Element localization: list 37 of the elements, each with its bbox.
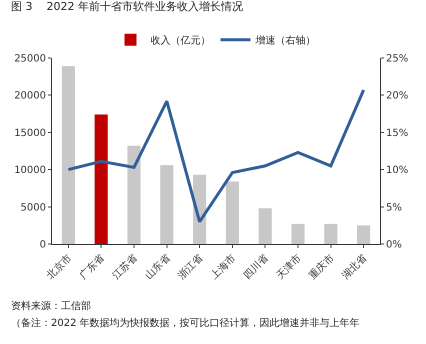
x-tick-label: 天津市 xyxy=(274,252,304,282)
text: 资料来源：工信部 xyxy=(11,300,91,312)
y-tick-label: 5000 xyxy=(20,202,46,214)
y2-tick-label: 0% xyxy=(386,240,402,250)
y-tick-label: 10000 xyxy=(14,165,46,176)
bar xyxy=(94,114,108,244)
text: （备注：2022 年数据均为快报数据，按可比口径计算，因此增速并非与上年年 xyxy=(11,317,360,329)
x-tick-label: 浙江省 xyxy=(176,252,206,282)
y-tick-label: 15000 xyxy=(14,128,46,139)
bar xyxy=(226,182,239,244)
y2-tick-label: 5% xyxy=(386,202,402,214)
x-tick-label: 广东省 xyxy=(77,252,107,282)
legend-label: 增速（右轴） xyxy=(254,34,316,47)
bar xyxy=(160,165,174,244)
y-tick-label: 25000 xyxy=(14,54,46,64)
y-tick-label: 0 xyxy=(40,240,46,250)
line-series xyxy=(66,88,366,224)
bar xyxy=(127,146,141,244)
y2-tick-label: 25% xyxy=(386,54,408,64)
bar xyxy=(324,224,338,244)
x-tick-label: 北京市 xyxy=(44,252,74,282)
x-tick-label: 重庆市 xyxy=(306,252,336,282)
y2-tick-label: 15% xyxy=(386,128,408,139)
x-tick-label: 四川省 xyxy=(241,252,271,282)
chart-title: 图 3 2022 年前十省市软件业务收入增长情况 xyxy=(11,0,243,13)
bar xyxy=(357,225,370,244)
legend-label: 收入（亿元） xyxy=(150,34,210,47)
bar xyxy=(62,66,75,244)
y2-tick-label: 20% xyxy=(386,90,408,102)
y2-tick-label: 10% xyxy=(386,165,408,176)
x-tick-label: 湖北省 xyxy=(340,252,370,282)
x-tick-label: 山东省 xyxy=(142,252,172,282)
x-tick-label: 江苏省 xyxy=(110,252,140,282)
bar xyxy=(258,208,272,244)
y-tick-label: 20000 xyxy=(14,90,46,102)
bar xyxy=(291,224,305,244)
x-tick-label: 上海市 xyxy=(208,252,238,282)
